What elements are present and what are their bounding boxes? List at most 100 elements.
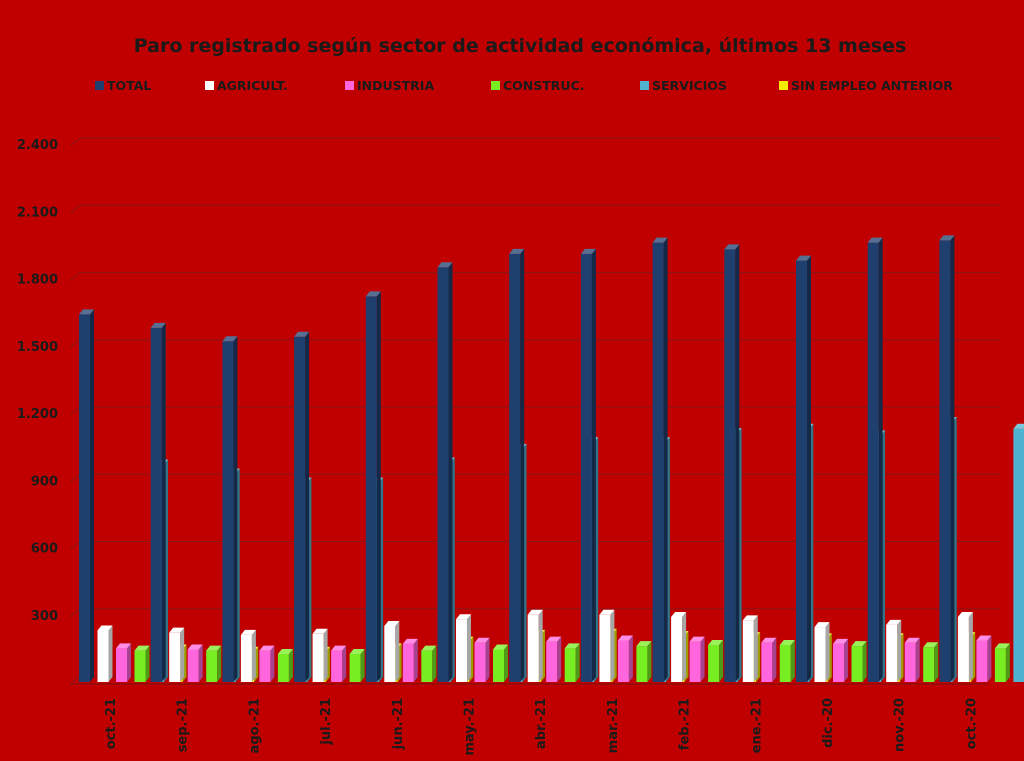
bar (79, 309, 94, 682)
bar-side (90, 309, 94, 682)
bar-front (169, 632, 181, 682)
legend: TOTAL AGRICULT. INDUSTRIA CONSTRUC. SERVICIO… (95, 78, 953, 93)
bar (312, 628, 328, 682)
bar-front (671, 616, 683, 682)
bar-front (349, 653, 361, 682)
bar-side (862, 641, 867, 682)
bar (259, 645, 275, 682)
bar-top (1013, 423, 1024, 429)
legend-label: CONSTRUC. (503, 78, 585, 93)
bar-side (807, 255, 811, 683)
bar-front (708, 645, 720, 682)
bar-front (976, 640, 988, 682)
legend-item: SIN EMPLEO ANTERIOR (779, 78, 953, 93)
bar-top (259, 645, 275, 651)
y-tick-label: 300 (31, 609, 58, 624)
bar-side (987, 635, 992, 682)
bar (761, 637, 777, 682)
bar (904, 637, 920, 682)
bar-side (217, 645, 222, 682)
bar (294, 331, 310, 682)
bar-top (580, 248, 596, 254)
bar-side (663, 237, 668, 682)
bar (814, 622, 830, 682)
bar-front (134, 650, 146, 682)
bar-top (150, 322, 166, 328)
bar-front (150, 327, 162, 682)
bar (957, 611, 973, 682)
bar-side (735, 244, 740, 682)
bar-side (448, 262, 453, 682)
bar-top (886, 619, 902, 625)
bar-front (509, 253, 521, 682)
bar (437, 262, 453, 682)
bar-side (628, 635, 633, 682)
bar-side (161, 322, 166, 682)
bar-front (923, 647, 935, 682)
bar-top (206, 645, 222, 651)
x-tick-label: jun.-21 (391, 698, 406, 750)
bar (384, 620, 400, 682)
legend-swatch (95, 81, 104, 90)
bar (169, 627, 185, 682)
bar (742, 615, 758, 682)
bar-top (617, 635, 633, 641)
y-tick-label: 900 (31, 474, 58, 489)
gridline-depth (69, 541, 81, 550)
bar-side (180, 627, 185, 682)
bar (493, 644, 508, 682)
y-tick-label: 1.800 (17, 273, 58, 288)
bar (886, 619, 902, 682)
bar-top (636, 641, 652, 647)
gridline-depth (69, 608, 81, 618)
bar (150, 322, 166, 682)
bar-top (851, 641, 867, 647)
chart-title: Paro registrado según sector de activida… (134, 35, 907, 57)
bar-side (682, 611, 687, 682)
bar-front (474, 642, 486, 682)
bar (187, 644, 203, 682)
bar-top (796, 255, 811, 261)
bar-side (878, 237, 883, 682)
bar (474, 637, 490, 682)
bar-side (127, 643, 131, 682)
bar (456, 614, 471, 682)
bar (652, 237, 668, 682)
bar-top (976, 635, 992, 641)
bar (779, 640, 795, 682)
bar (222, 336, 238, 682)
bar-top (742, 615, 758, 621)
bar-side (395, 620, 400, 682)
bar (994, 643, 1010, 682)
bar-top (994, 643, 1010, 649)
bar (206, 645, 222, 682)
bar-top (708, 640, 724, 646)
bar-front (994, 648, 1006, 682)
legend-swatch (779, 81, 788, 90)
bar-side (108, 625, 113, 682)
bar-top (187, 644, 203, 650)
legend-item: AGRICULT. (205, 78, 288, 93)
bar (1013, 423, 1024, 682)
bar-front (796, 260, 807, 682)
bar-front (814, 627, 826, 682)
bar-top (923, 642, 939, 648)
legend-swatch (345, 81, 354, 90)
gridlines (69, 137, 1000, 685)
x-tick-label: dic.-20 (821, 698, 836, 748)
bar-side (520, 248, 525, 682)
bar-front (580, 253, 592, 682)
bar-side (538, 609, 543, 682)
gridline-depth (69, 272, 81, 281)
bar-side (305, 331, 310, 682)
bar-front (384, 625, 396, 682)
bar-front (116, 648, 127, 682)
y-tick-label: 1.200 (17, 407, 58, 422)
legend-label: AGRICULT. (217, 78, 288, 93)
bar-top (867, 237, 883, 243)
bar-top (384, 620, 400, 626)
bar-top (474, 637, 490, 643)
gridline-depth (69, 204, 81, 214)
bar-top (312, 628, 328, 634)
